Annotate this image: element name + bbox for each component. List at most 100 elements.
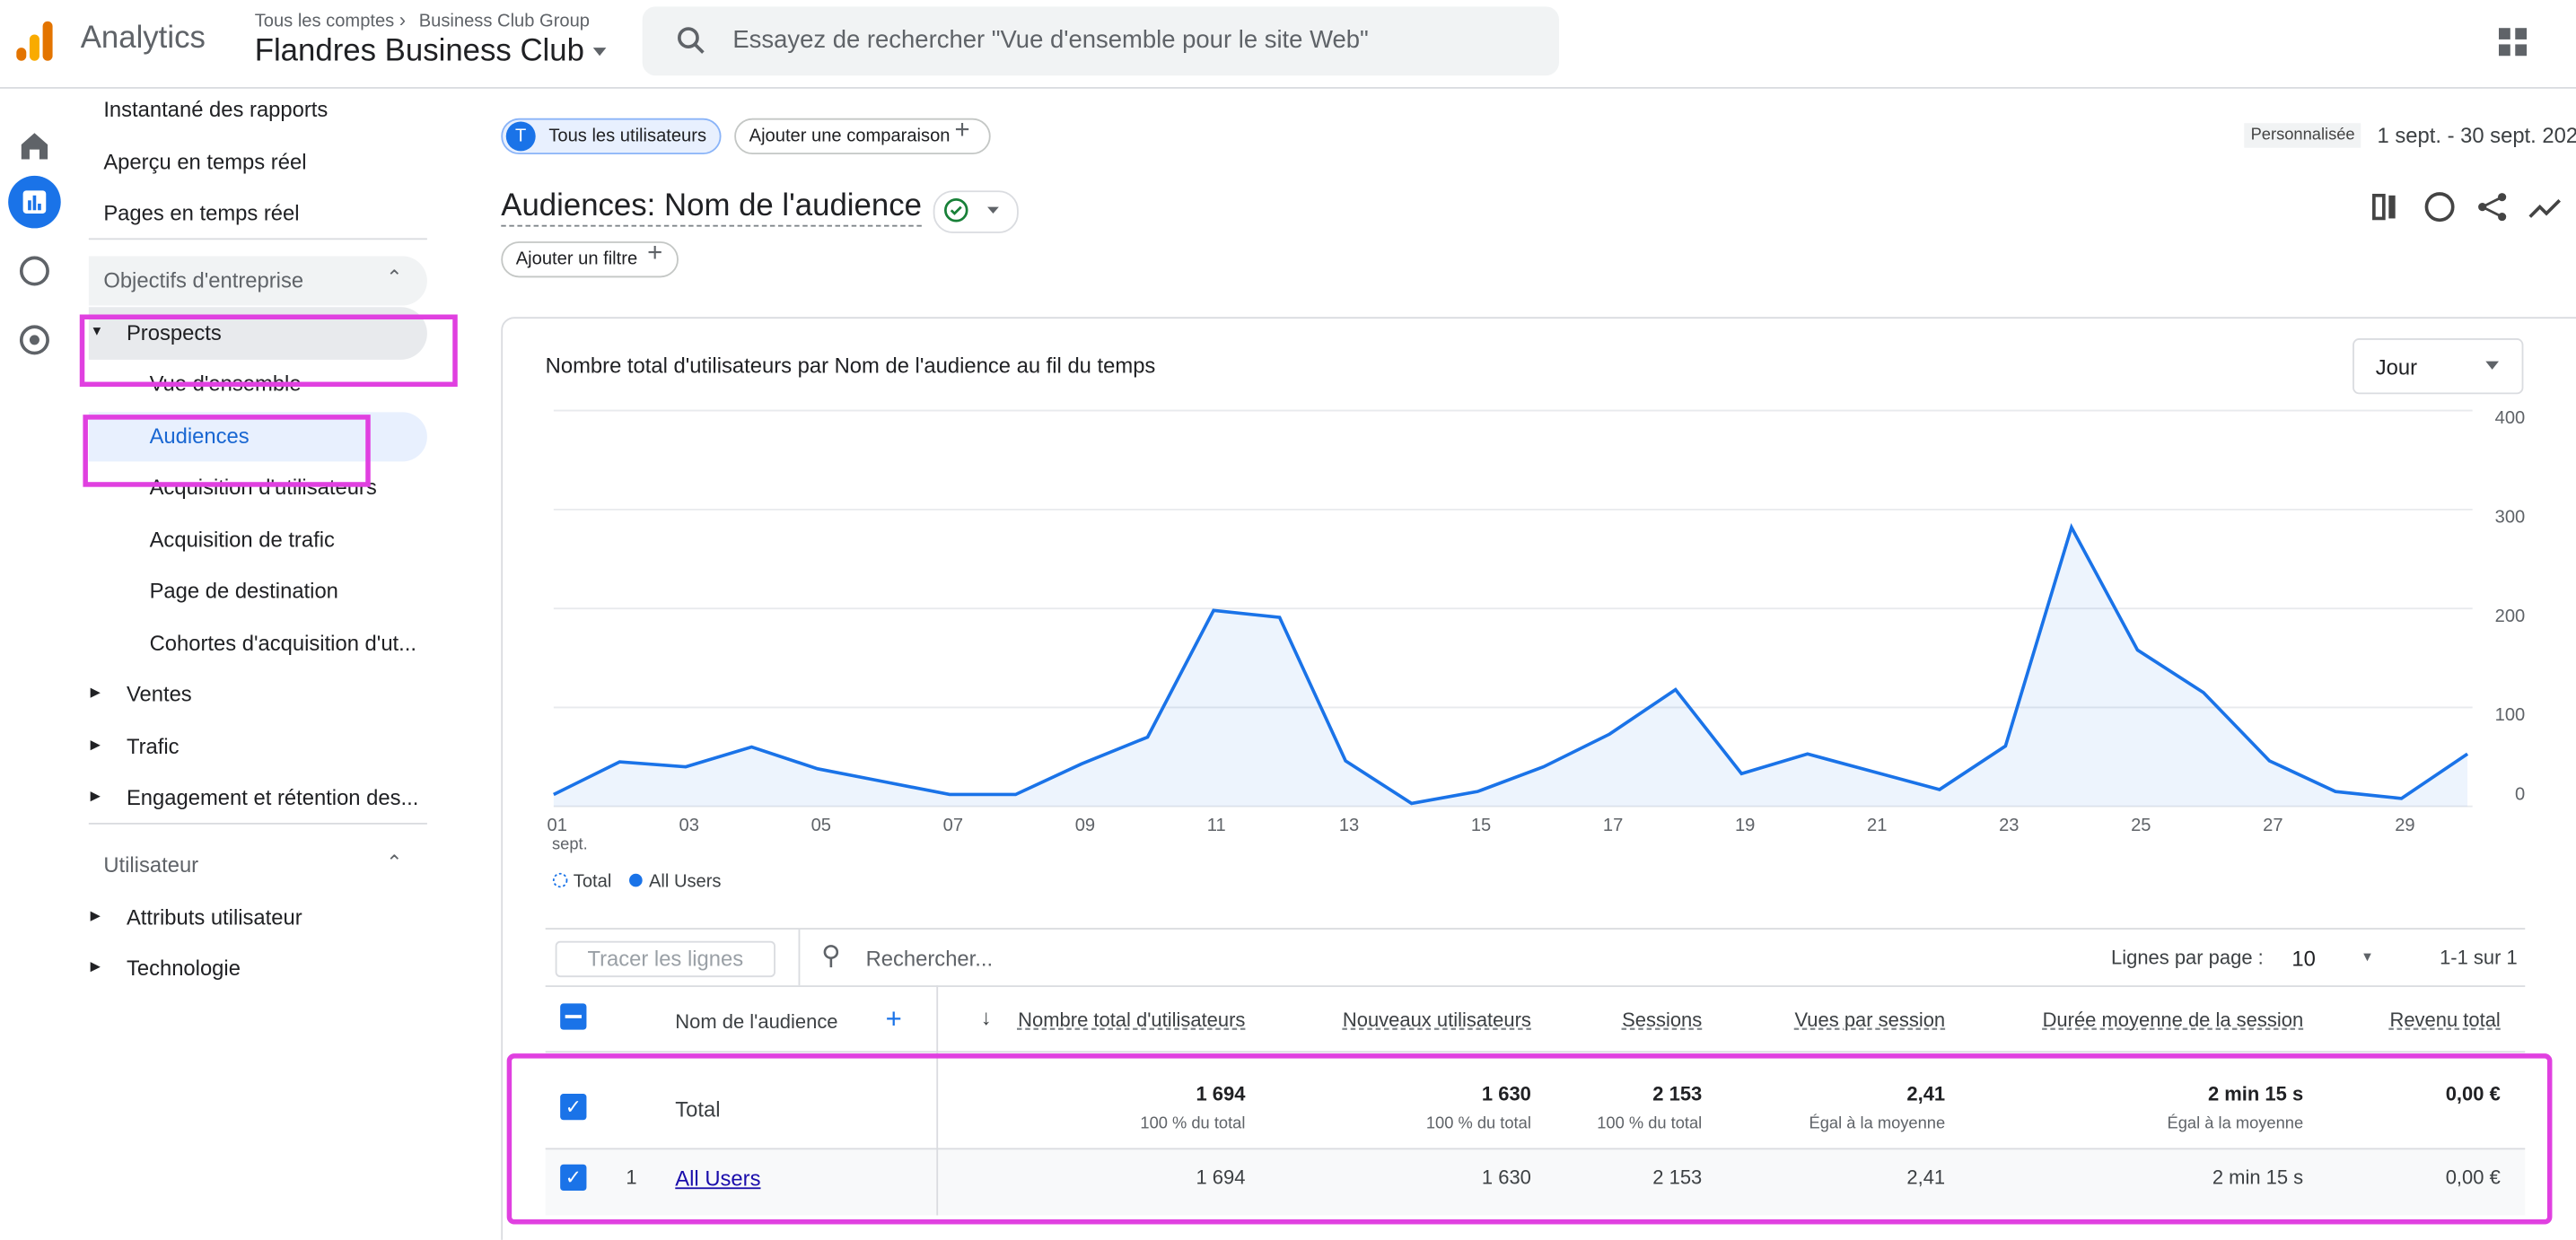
x-tick-label: 27: [2263, 816, 2282, 835]
nav-item[interactable]: Acquisition de trafic: [149, 526, 335, 552]
nav-item[interactable]: Instantané des rapports: [103, 96, 329, 122]
pagination: 1-1 sur 1: [2440, 946, 2518, 969]
nav-divider: [88, 237, 427, 240]
total-note: 100 % du total: [1140, 1114, 1246, 1133]
search-placeholder: Essayez de rechercher "Vue d'ensemble po…: [732, 26, 1369, 55]
x-tick-label: 11: [1207, 816, 1226, 835]
y-tick-label: 100: [2495, 705, 2526, 725]
row-index: 1: [626, 1166, 637, 1190]
add-comparison[interactable]: Ajouter une comparaison: [734, 118, 992, 155]
nav-item[interactable]: Trafic: [126, 733, 180, 758]
segment-chip[interactable]: Tous les utilisateurs: [501, 118, 722, 155]
cell-value: 1 630: [1481, 1166, 1531, 1190]
x-tick-label: 23: [1999, 816, 2019, 835]
caret: ▶: [90, 685, 101, 700]
plus-icon: +: [954, 116, 970, 145]
column-header[interactable]: Revenu total: [2389, 1008, 2501, 1032]
search-icon: ⚲: [821, 942, 841, 971]
total-value: 1 630: [1481, 1082, 1531, 1105]
breadcrumb[interactable]: Business Club Group: [418, 11, 591, 31]
column-header[interactable]: Sessions: [1622, 1008, 1703, 1032]
column-header[interactable]: Nom de l'audience: [675, 1009, 838, 1034]
table-border: [545, 1148, 2526, 1150]
explore-icon[interactable]: [19, 256, 49, 286]
column-header[interactable]: Vues par session: [1794, 1008, 1946, 1032]
legend-label: All Users: [649, 871, 722, 891]
segment-avatar: T: [505, 121, 536, 152]
customize-icon[interactable]: [2372, 193, 2386, 221]
nav-section[interactable]: Utilisateur: [103, 851, 199, 877]
share-icon[interactable]: [2478, 193, 2507, 222]
total-value: 1 694: [1196, 1082, 1246, 1105]
column-header[interactable]: Nombre total d'utilisateurs: [1018, 1008, 1246, 1032]
x-tick-label: 01: [548, 816, 567, 835]
cell-value: 2 153: [1652, 1166, 1703, 1190]
nav-item[interactable]: Page de destination: [149, 578, 338, 603]
rows-per-page[interactable]: 10: [2291, 946, 2316, 971]
search-icon: [678, 27, 705, 54]
toolbar-divider: [798, 929, 801, 986]
checkbox[interactable]: ✓: [560, 1094, 587, 1121]
trend-icon[interactable]: [2528, 199, 2561, 218]
x-tick-label: 21: [1867, 816, 1887, 835]
caret: ▶: [90, 788, 101, 804]
nav-divider: [88, 822, 427, 824]
total-value: 2 min 15 s: [2207, 1082, 2304, 1105]
table-border: [545, 985, 2526, 988]
insights-icon[interactable]: [2424, 192, 2455, 223]
plus-icon: +: [647, 240, 663, 268]
table-search[interactable]: Rechercher...: [865, 946, 994, 971]
breadcrumb[interactable]: Tous les comptes: [254, 11, 395, 31]
nav-item[interactable]: Attributs utilisateur: [126, 904, 302, 930]
nav-item[interactable]: Cohortes d'acquisition d'ut...: [149, 629, 416, 655]
add-filter[interactable]: Ajouter un filtre: [501, 241, 679, 278]
apps-icon[interactable]: [2498, 28, 2528, 57]
granularity-select[interactable]: Jour: [2353, 338, 2524, 395]
breadcrumb-separator: ›: [399, 8, 407, 31]
status-chip[interactable]: [933, 190, 1019, 233]
logo: [16, 21, 53, 61]
chart-title: Nombre total d'utilisateurs par Nom de l…: [545, 353, 1156, 378]
add-dimension[interactable]: +: [885, 1003, 902, 1035]
advertising-icon[interactable]: [19, 325, 49, 355]
nav-item[interactable]: Ventes: [126, 681, 192, 707]
caret: ▶: [90, 958, 101, 974]
total-value: 2 153: [1652, 1082, 1703, 1105]
report-title[interactable]: Audiences: Nom de l'audience: [501, 188, 922, 227]
nav-section[interactable]: Objectifs d'entreprise: [103, 266, 304, 292]
total-value: 0,00 €: [2445, 1082, 2501, 1105]
total-note: Égal à la moyenne: [1809, 1114, 1946, 1133]
row-name[interactable]: All Users: [675, 1166, 761, 1192]
column-header[interactable]: Durée moyenne de la session: [2042, 1008, 2304, 1032]
line: [553, 522, 2469, 806]
caret: ▶: [90, 907, 101, 922]
cell-value: 1 694: [1196, 1166, 1246, 1190]
plot-rows-button[interactable]: Tracer les lignes: [555, 940, 775, 978]
date-type: Personnalisée: [2244, 123, 2361, 148]
column-divider: [936, 985, 939, 1216]
property-selector[interactable]: Flandres Business Club: [254, 34, 584, 69]
legend-label: Total: [574, 871, 612, 891]
y-tick-label: 200: [2495, 607, 2526, 626]
total-note: Égal à la moyenne: [2167, 1114, 2304, 1133]
date-range[interactable]: 1 sept. - 30 sept. 202: [2377, 123, 2576, 148]
cell-value: 0,00 €: [2445, 1166, 2501, 1190]
home-icon[interactable]: [21, 133, 48, 160]
nav-item[interactable]: Technologie: [126, 956, 241, 981]
table-border: [545, 1051, 2526, 1053]
checkbox[interactable]: ✓: [560, 1164, 587, 1192]
total-value: 2,41: [1906, 1082, 1946, 1105]
nav-item[interactable]: Pages en temps réel: [103, 200, 300, 225]
x-tick-label: 09: [1075, 816, 1095, 835]
total-label: Total: [675, 1096, 721, 1122]
table-border: [545, 928, 2526, 930]
nav-item[interactable]: Aperçu en temps réel: [103, 148, 307, 174]
column-header[interactable]: Nouveaux utilisateurs: [1342, 1008, 1531, 1032]
x-tick-label: 05: [811, 816, 831, 835]
search-box[interactable]: [642, 6, 1560, 76]
total-note: 100 % du total: [1597, 1114, 1703, 1133]
nav-item[interactable]: Engagement et rétention des...: [126, 784, 419, 810]
